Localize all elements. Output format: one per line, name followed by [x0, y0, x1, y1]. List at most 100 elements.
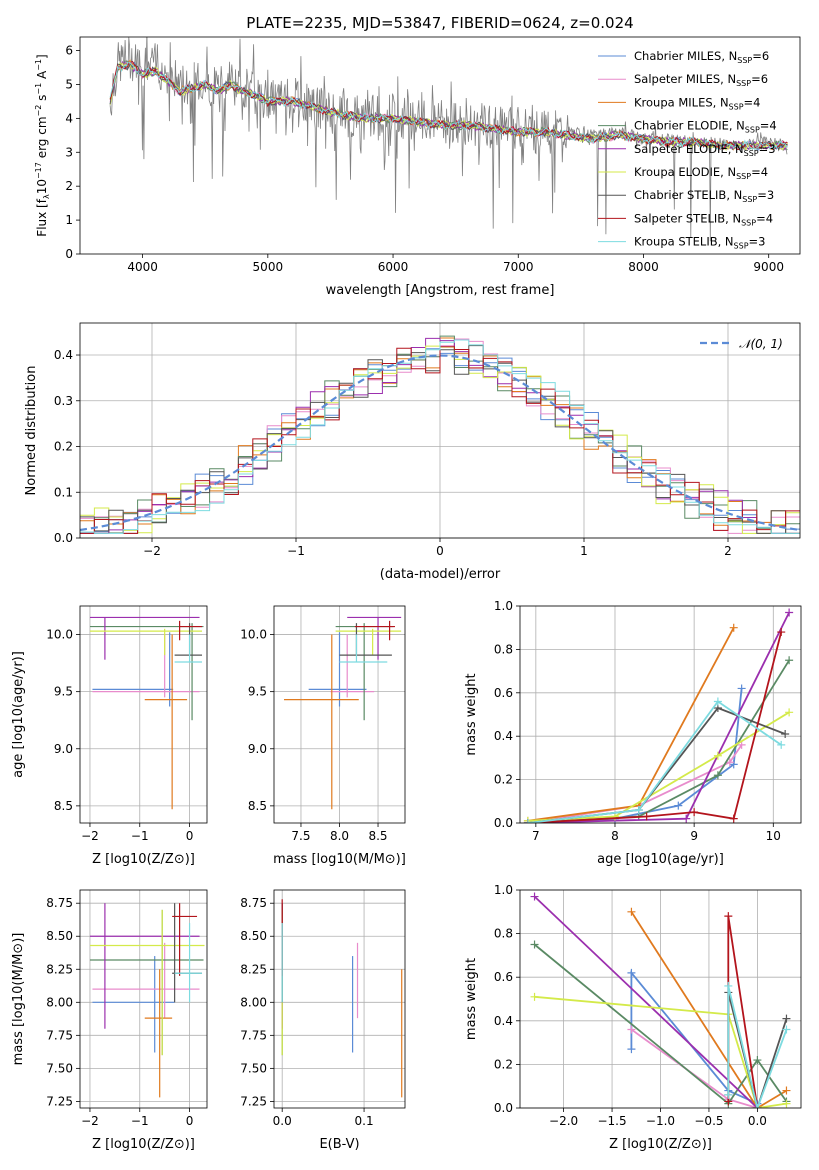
- spectrum-panel: 4000 5000 6000 7000 8000 9000 0 1 2 3 4 5 6 PLATE=223…: [34, 14, 801, 298]
- y-tick-label: 8.75: [46, 896, 73, 910]
- y-tick-label: 0.0: [494, 816, 513, 830]
- x-tick-label: 7.5: [291, 829, 310, 843]
- model-spectrum-line: [109, 60, 788, 151]
- errorbar-point: [284, 634, 359, 810]
- weight-point-marker: [729, 814, 738, 823]
- legend-entry: Chabrier STELIB, NSSP=3: [634, 188, 774, 204]
- weight-point-marker: [682, 814, 691, 823]
- x-tick-label: 0: [186, 829, 194, 843]
- y-tick-label: 0.2: [494, 1057, 513, 1071]
- chart-title: PLATE=2235, MJD=53847, FIBERID=0624, z=0…: [246, 14, 633, 32]
- weight-point-marker: [674, 801, 683, 810]
- weight-point-marker: [530, 940, 539, 949]
- weight-point-marker: [782, 1086, 791, 1095]
- weight-series-line: [533, 895, 759, 1108]
- y-axis-label: mass weight: [464, 958, 479, 1040]
- weight-point-marker: [785, 656, 794, 665]
- errorbar-point: [92, 632, 174, 707]
- errorbar-point: [144, 969, 173, 1098]
- weight-point-marker: [737, 684, 746, 693]
- x-axis-label: wavelength [Angstrom, rest frame]: [326, 283, 555, 298]
- x-tick-label: −1: [131, 829, 149, 843]
- y-tick-label: 8.5: [248, 799, 267, 813]
- errorbar-point: [174, 623, 203, 656]
- spectrum-plot-area: [109, 37, 788, 242]
- weight-series-line: [527, 627, 735, 822]
- residual-histogram: [80, 339, 800, 534]
- weight-point-marker: [781, 730, 790, 739]
- x-tick-label: 8.0: [330, 829, 349, 843]
- axes-frame: [519, 889, 802, 1109]
- errorbar-point: [172, 903, 203, 1003]
- weight-point-marker: [785, 708, 794, 717]
- x-tick-label: −1: [287, 544, 305, 558]
- x-axis-label: (data-model)/error: [380, 567, 501, 582]
- y-tick-label: 9.5: [248, 685, 267, 699]
- errorbar-point: [174, 634, 203, 663]
- mass_vs_ebv-panel: 0.0 0.1 7.25 7.50 7.75 8.00 8.25 8.50 8.75 E(B-V): [240, 889, 406, 1152]
- age_vs_mass-panel: 7.5 8.0 8.5 8.5 9.0 9.5 10.0 mass [log10(M/M⊙)]: [240, 605, 406, 867]
- y-tick-label: 0.8: [494, 927, 513, 941]
- y-tick-label: 5: [65, 77, 73, 91]
- y-tick-label: 0.0: [54, 531, 73, 545]
- y-tick-label: 0.4: [494, 729, 513, 743]
- axes-frame: [79, 889, 208, 1109]
- y-tick-label: 0.8: [494, 642, 513, 656]
- errorbar-point: [89, 616, 200, 660]
- y-tick-label: 8.25: [240, 962, 267, 976]
- weight-series-line: [527, 711, 790, 822]
- y-axis-label: mass weight: [464, 673, 479, 755]
- y-tick-label: 0.0: [494, 1101, 513, 1115]
- errorbar-point: [92, 956, 175, 1053]
- weight-series-line: [727, 985, 788, 1108]
- weight-point-marker: [777, 628, 786, 637]
- y-tick-label: 9.0: [54, 742, 73, 756]
- y-tick-label: 0: [65, 247, 73, 261]
- y-tick-label: 7.75: [240, 1028, 267, 1042]
- y-tick-label: 8.00: [46, 995, 73, 1009]
- weight-point-marker: [724, 981, 733, 990]
- mass_weight_vs_age-plot-area: [523, 608, 794, 823]
- legend-entry: Salpeter MILES, NSSP=6: [634, 72, 768, 88]
- age_vs_mass-plot-area: [284, 616, 402, 810]
- errorbar-point: [172, 903, 198, 976]
- x-tick-label: 8.5: [368, 829, 387, 843]
- axes-frame: [519, 605, 802, 824]
- errorbar-point: [330, 634, 375, 698]
- x-tick-label: 9: [690, 829, 698, 843]
- x-tick-label: 4000: [127, 260, 158, 274]
- residual-histogram: [80, 346, 800, 534]
- spectrum-legend: Chabrier MILES, NSSP=6 Salpeter MILES, NS…: [598, 49, 777, 251]
- x-tick-label: 10: [766, 829, 781, 843]
- errorbar-point: [89, 628, 203, 656]
- axes-frame: [273, 889, 406, 1109]
- y-tick-label: 8.00: [240, 995, 267, 1009]
- y-tick-label: 9.0: [248, 742, 267, 756]
- mass_vs_Z-panel: −2 −1 0 7.25 7.50 7.75 8.00 8.25 8.50 8.75 Z [log1…: [11, 889, 208, 1152]
- weight-point-marker: [627, 1045, 636, 1054]
- y-tick-label: 8.25: [46, 962, 73, 976]
- weight-point-marker: [610, 812, 619, 821]
- mass_weight_vs_Z-plot-area: [530, 892, 791, 1108]
- axes-frame: [273, 605, 406, 824]
- axes-frame: [79, 36, 801, 255]
- legend-entry: Kroupa STELIB, NSSP=3: [634, 235, 765, 251]
- weight-point-marker: [724, 912, 733, 921]
- weight-series-line: [527, 700, 782, 823]
- errorbar-point: [339, 634, 388, 663]
- legend-entry: Chabrier MILES, NSSP=6: [634, 49, 769, 65]
- weight-point-marker: [627, 968, 636, 977]
- x-axis-label: Z [log10(Z/Z⊙)]: [609, 1137, 712, 1152]
- weight-series-line: [527, 631, 783, 823]
- model-spectrum-line: [109, 61, 788, 151]
- weight-series-line: [527, 744, 743, 823]
- residuals-panel: −2 −1 0 1 2 0.0 0.1 0.2 0.3 0.4 (data-model)/error…: [24, 322, 801, 582]
- weight-series-line: [527, 688, 743, 823]
- y-tick-label: 0.6: [494, 686, 513, 700]
- y-tick-label: 7.50: [240, 1061, 267, 1075]
- errorbar-point: [89, 909, 205, 1056]
- age_vs_Z-panel: −2 −1 0 8.5 9.0 9.5 10.0 Z [log10(Z/Z⊙)] age [lo…: [11, 605, 208, 867]
- y-tick-label: 6: [65, 44, 73, 58]
- errorbar-point: [92, 942, 200, 1019]
- weight-point-marker: [777, 740, 786, 749]
